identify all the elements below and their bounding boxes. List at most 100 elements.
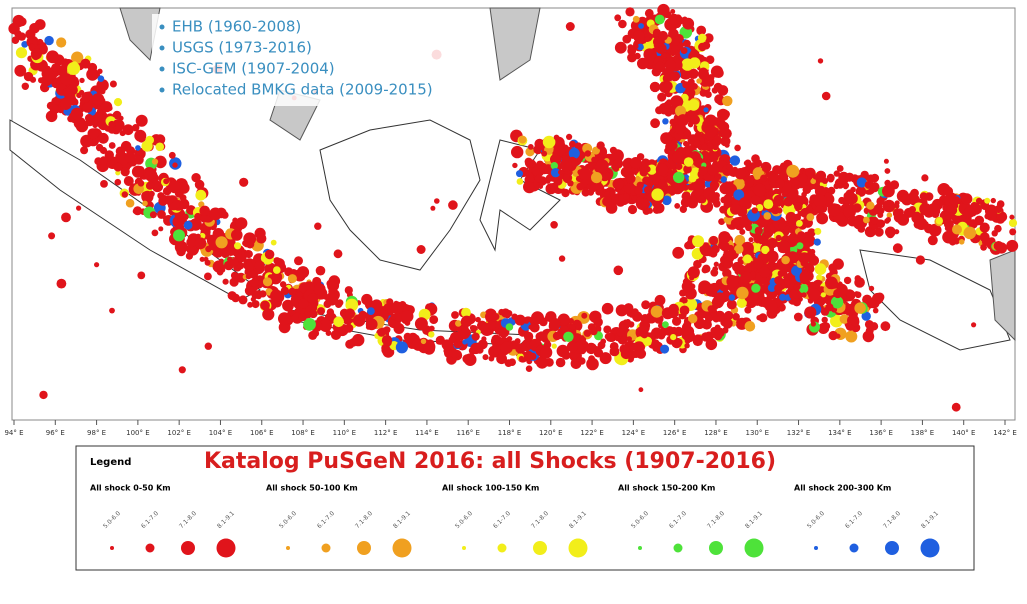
quake-dot [108, 142, 116, 149]
quake-dot [613, 265, 624, 276]
quake-dot [863, 216, 870, 224]
quake-dot [616, 328, 625, 337]
quake-dot [761, 245, 770, 255]
quake-dot [303, 318, 316, 331]
quake-dot [701, 143, 708, 151]
quake-dot [912, 211, 922, 220]
quake-dot [705, 314, 713, 323]
quake-dot [744, 321, 756, 332]
quake-dot [599, 170, 611, 182]
quake-dot [662, 118, 669, 125]
quake-dot [718, 123, 725, 131]
quake-dot [97, 68, 103, 75]
quake-dot [60, 73, 73, 86]
quake-dot [591, 156, 598, 163]
quake-dot [141, 191, 149, 200]
quake-dot [488, 355, 495, 362]
quake-dot [179, 194, 187, 202]
quake-dot [635, 348, 647, 359]
quake-dot [653, 42, 660, 49]
lon-tick-label: 114° E [415, 429, 439, 437]
quake-dot [852, 203, 862, 213]
quake-dot [270, 289, 283, 302]
quake-dot [737, 259, 744, 266]
quake-dot [830, 296, 844, 309]
quake-dot [141, 140, 153, 152]
quake-dot [231, 229, 243, 241]
quake-dot [689, 57, 701, 69]
quake-dot [227, 291, 237, 301]
quake-dot [619, 344, 630, 354]
quake-dot [358, 310, 368, 320]
quake-dot [632, 15, 640, 23]
quake-dot [855, 186, 867, 197]
quake-dot [21, 82, 29, 91]
quake-dot [796, 220, 803, 227]
quake-dot [870, 216, 879, 225]
magnitude-dot [181, 541, 195, 555]
quake-dot [815, 205, 824, 214]
quake-dot [262, 308, 275, 321]
quake-dot [924, 192, 934, 201]
quake-dot [580, 338, 586, 344]
quake-dot [249, 270, 258, 279]
quake-dot [183, 220, 193, 230]
quake-dot [884, 168, 891, 174]
quake-dot [660, 344, 670, 354]
quake-dot [754, 174, 760, 180]
quake-dot [655, 106, 664, 115]
quake-dot [326, 308, 335, 316]
quake-dot [611, 195, 621, 205]
quake-dot [655, 192, 662, 199]
quake-dot [603, 325, 612, 334]
quake-dot [697, 178, 705, 186]
quake-dot [591, 172, 603, 184]
quake-dot [97, 132, 109, 144]
quake-dot [605, 332, 616, 342]
quake-dot [726, 275, 739, 288]
quake-dot [734, 234, 746, 246]
quake-dot [614, 335, 621, 342]
quake-dot [313, 283, 326, 296]
quake-dot [383, 326, 391, 334]
quake-dot [416, 245, 426, 254]
quake-dot [701, 332, 711, 342]
quake-dot [734, 168, 747, 180]
quake-dot [994, 205, 1003, 214]
quake-dot [178, 182, 190, 194]
quake-dot [921, 174, 929, 182]
quake-dot [793, 312, 803, 322]
quake-dot [625, 7, 635, 17]
quake-dot [1009, 214, 1015, 220]
quake-dot [611, 162, 619, 171]
quake-dot [750, 195, 761, 206]
quake-dot [565, 22, 575, 31]
quake-dot [614, 14, 622, 22]
quake-dot [990, 197, 996, 204]
quake-dot [655, 61, 666, 72]
quake-dot [644, 36, 651, 42]
quake-dot [698, 166, 708, 176]
quake-dot [174, 240, 188, 254]
quake-dot [614, 41, 627, 54]
quake-dot [135, 114, 148, 127]
quake-dot [308, 330, 318, 340]
quake-dot [826, 173, 835, 182]
depth-label: All shock 150-200 Km [618, 484, 715, 493]
quake-dot [670, 95, 684, 109]
quake-dot [25, 29, 36, 40]
quake-dot [703, 187, 716, 200]
quake-dot [792, 298, 801, 307]
quake-dot [670, 9, 676, 14]
quake-dot [732, 313, 740, 321]
quake-dot [681, 280, 694, 293]
quake-dot [996, 211, 1008, 223]
quake-dot [361, 293, 373, 306]
quake-dot [713, 261, 719, 267]
quake-dot [657, 3, 670, 17]
quake-dot [681, 326, 691, 336]
quake-dot [80, 58, 91, 69]
quake-dot [550, 153, 562, 166]
quake-dot [672, 151, 685, 164]
quake-dot [199, 205, 210, 217]
